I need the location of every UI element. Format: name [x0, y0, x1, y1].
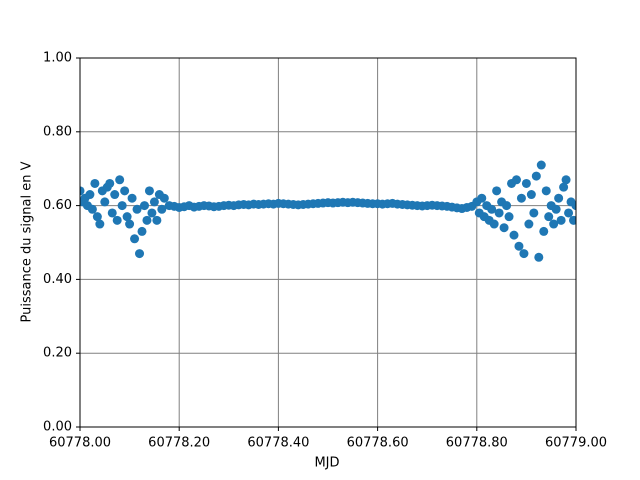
data-point: [95, 219, 105, 229]
data-point: [556, 215, 566, 225]
y-tick-label: 1.00: [43, 51, 72, 66]
data-point: [526, 190, 536, 200]
data-point: [511, 175, 521, 185]
data-point: [87, 204, 97, 214]
data-point: [487, 204, 497, 214]
data-point: [152, 215, 162, 225]
data-point: [571, 201, 576, 211]
data-point: [509, 230, 519, 240]
data-point: [132, 204, 142, 214]
y-tick-label: 0.40: [43, 272, 72, 287]
data-point: [551, 204, 561, 214]
data-point: [110, 190, 120, 200]
y-axis-label: Puissance du signal en V: [20, 161, 35, 322]
x-axis-label: MJD: [314, 456, 339, 471]
data-point: [139, 201, 149, 211]
y-tick-label: 0.00: [43, 420, 72, 435]
x-tick-label: 60778.40: [247, 436, 309, 451]
data-point: [504, 212, 514, 222]
data-point: [534, 252, 544, 262]
data-point: [80, 186, 85, 196]
data-point: [502, 201, 512, 211]
data-point: [541, 186, 551, 196]
data-point: [524, 219, 534, 229]
data-point: [549, 219, 559, 229]
data-point: [120, 186, 130, 196]
data-point: [112, 215, 122, 225]
data-point: [529, 208, 539, 218]
x-tick-label: 60778.80: [446, 436, 508, 451]
data-point: [569, 215, 576, 225]
x-tick-label: 60778.20: [148, 436, 210, 451]
data-point: [100, 197, 110, 207]
data-point: [147, 208, 157, 218]
data-point: [492, 186, 502, 196]
data-point: [115, 175, 125, 185]
plot-frame: [79, 57, 577, 428]
y-tick-label: 0.20: [43, 346, 72, 361]
data-point: [125, 219, 135, 229]
data-point: [90, 178, 100, 188]
data-point: [107, 208, 117, 218]
data-point: [122, 212, 132, 222]
data-point: [559, 182, 569, 192]
data-point: [544, 212, 554, 222]
data-point: [564, 208, 574, 218]
x-tick-label: 60778.60: [347, 436, 409, 451]
data-point: [494, 208, 504, 218]
y-tick-label: 0.60: [43, 198, 72, 213]
x-tick-label: 60779.00: [545, 436, 607, 451]
data-point: [135, 249, 145, 259]
data-point: [519, 249, 529, 259]
data-point: [92, 212, 102, 222]
data-point: [499, 223, 509, 233]
data-point: [137, 226, 147, 236]
data-point: [561, 175, 571, 185]
data-point: [516, 193, 526, 203]
data-point: [159, 193, 169, 203]
data-point: [127, 193, 137, 203]
data-point: [144, 186, 154, 196]
data-point: [536, 160, 546, 170]
data-point: [105, 178, 115, 188]
data-point: [142, 215, 152, 225]
data-point: [149, 197, 159, 207]
data-point: [539, 226, 549, 236]
data-point: [117, 201, 127, 211]
data-point: [477, 193, 487, 203]
data-point: [514, 241, 524, 251]
data-point: [130, 234, 140, 244]
data-point: [489, 219, 499, 229]
data-point: [531, 171, 541, 181]
data-point: [157, 204, 167, 214]
y-tick-label: 0.80: [43, 124, 72, 139]
data-point: [521, 178, 531, 188]
data-point: [554, 193, 564, 203]
data-point: [85, 190, 95, 200]
x-tick-label: 60778.00: [49, 436, 111, 451]
